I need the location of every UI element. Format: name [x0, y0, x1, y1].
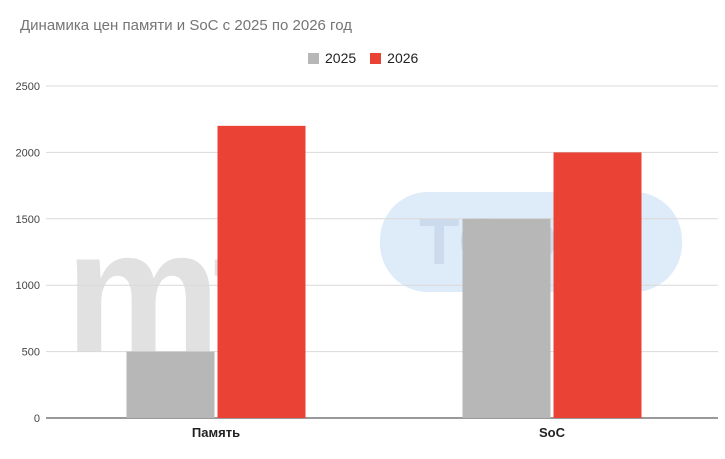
y-tick-label: 2000	[16, 147, 40, 159]
legend-item-2025: 2025	[308, 50, 356, 66]
x-tick-label: SoC	[539, 425, 566, 440]
y-axis: 0 500 1000 1500 2000 2500	[16, 81, 40, 425]
bar-2025-1	[462, 218, 551, 418]
legend-swatch-2025	[308, 52, 319, 64]
bar-2026-1	[553, 152, 642, 418]
legend-label-2026: 2026	[387, 50, 419, 66]
y-tick-label: 500	[22, 347, 40, 359]
y-tick-label: 2500	[16, 81, 40, 93]
chart-legend: 2025 2026	[308, 50, 432, 66]
chart-title: Динамика цен памяти и SoC с 2025 по 2026…	[20, 17, 352, 34]
y-tick-label: 1000	[16, 280, 40, 292]
bar-2026-0	[217, 125, 306, 418]
legend-item-2026: 2026	[370, 50, 418, 66]
bar-2025-0	[126, 351, 215, 418]
y-tick-label: 0	[34, 413, 40, 425]
x-tick-label: Память	[192, 425, 240, 440]
x-axis: Память SoC	[192, 425, 566, 440]
legend-swatch-2026	[370, 52, 382, 64]
y-tick-label: 1500	[16, 214, 40, 226]
bars-group	[126, 125, 642, 418]
legend-label-2025: 2025	[325, 50, 357, 66]
